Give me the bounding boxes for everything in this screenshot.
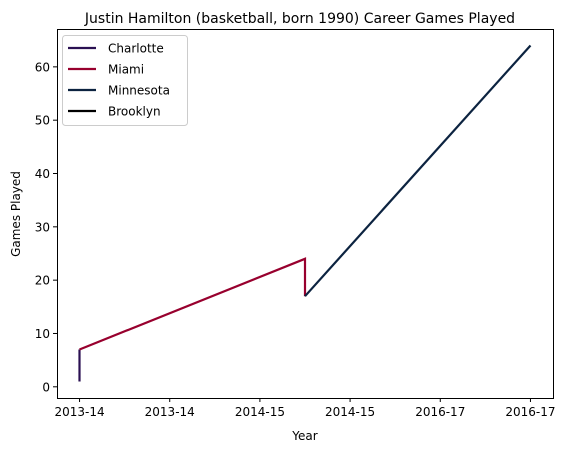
series-line-minnesota [304, 44, 532, 297]
y-axis-label: Games Played [9, 171, 23, 257]
legend-label-charlotte: Charlotte [108, 42, 164, 56]
y-tick-label: 30 [35, 220, 50, 234]
x-axis-label: Year [291, 429, 317, 443]
x-tick-label: 2016-17 [505, 405, 555, 419]
series-lines [78, 44, 532, 382]
x-axis: 2013-14 2013-14 2014-15 2014-15 2016-17 2016-… [54, 398, 556, 419]
legend-label-brooklyn: Brooklyn [108, 105, 161, 119]
legend-label-minnesota: Minnesota [108, 84, 170, 98]
x-tick-label: 2013-14 [145, 405, 195, 419]
y-tick-label: 10 [35, 327, 50, 341]
series-line-miami [79, 257, 307, 351]
x-tick-label: 2014-15 [325, 405, 375, 419]
plot-area [57, 29, 554, 399]
y-tick-label: 20 [35, 274, 50, 288]
x-tick-label: 2016-17 [415, 405, 465, 419]
plot-frame [57, 29, 554, 399]
legend-frame [62, 35, 188, 126]
y-tick-label: 60 [35, 60, 50, 74]
legend-label-miami: Miami [108, 63, 144, 77]
y-tick-label: 40 [35, 167, 50, 181]
chart-title: Justin Hamilton (basketball, born 1990) … [84, 11, 515, 27]
x-tick-label: 2013-14 [54, 405, 104, 419]
y-tick-label: 0 [42, 380, 50, 394]
y-axis: 0 10 20 30 40 50 60 [35, 60, 57, 394]
legend: Charlotte Miami Minnesota Brooklyn [62, 35, 188, 126]
y-tick-label: 50 [35, 114, 50, 128]
x-tick-label: 2014-15 [235, 405, 285, 419]
